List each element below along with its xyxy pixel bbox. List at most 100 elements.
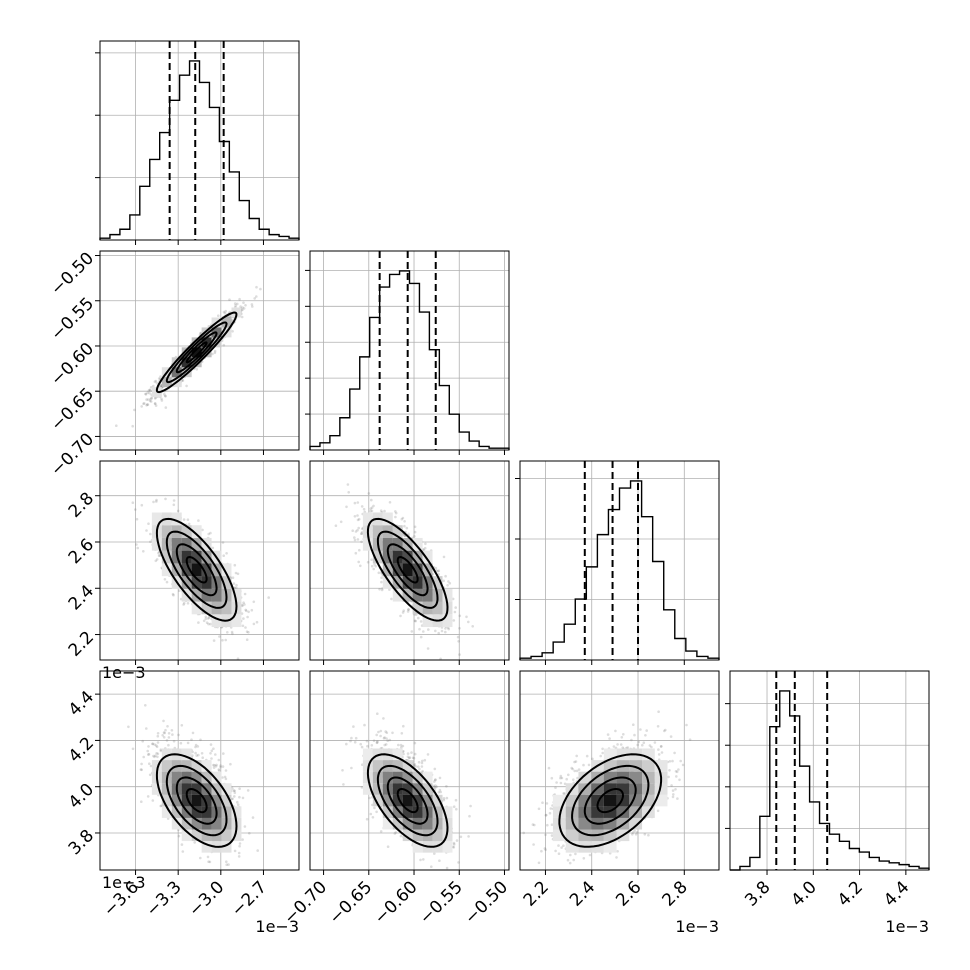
sample-point <box>447 580 450 583</box>
sample-point <box>358 548 361 552</box>
density-cell <box>191 525 202 538</box>
sample-point <box>160 397 163 401</box>
sample-point <box>156 732 160 735</box>
sample-point <box>209 622 212 626</box>
hist-panel-0 <box>95 40 300 245</box>
sample-point <box>241 838 244 841</box>
sample-point <box>413 619 417 623</box>
sample-point <box>401 611 405 614</box>
sample-point <box>157 554 161 557</box>
sample-point <box>241 604 244 608</box>
sample-point <box>141 739 144 743</box>
density-cell <box>211 614 222 628</box>
sample-point <box>453 610 457 614</box>
sample-point <box>166 817 170 820</box>
sample-point <box>413 535 416 538</box>
sample-point <box>236 302 239 306</box>
density-cell <box>181 550 192 564</box>
density-cell <box>442 588 453 602</box>
sample-point <box>422 548 426 551</box>
sample-point <box>149 398 152 401</box>
sample-point <box>360 532 364 535</box>
sample-point <box>134 508 137 511</box>
sample-point <box>356 518 360 522</box>
sample-point <box>205 621 209 624</box>
sample-point <box>155 744 158 747</box>
sample-point <box>152 384 155 388</box>
sample-point <box>422 630 425 633</box>
density-cell <box>402 563 413 577</box>
sample-point <box>149 540 152 544</box>
sample-point <box>222 752 225 755</box>
density-cell <box>181 576 192 589</box>
sample-point <box>434 629 437 633</box>
sample-point <box>370 498 373 502</box>
sample-point <box>207 325 211 328</box>
density-cell <box>161 550 172 564</box>
sample-point <box>423 546 427 550</box>
sample-point <box>372 504 375 508</box>
density-cell <box>211 588 222 602</box>
sample-point <box>380 580 383 584</box>
sample-point <box>149 532 152 536</box>
sample-point <box>407 608 410 611</box>
sample-point <box>191 750 194 754</box>
sample-point <box>218 635 221 638</box>
density-cell <box>442 614 453 628</box>
sample-point <box>370 564 374 568</box>
sample-point <box>354 530 358 533</box>
contour-3 <box>155 517 238 622</box>
scatter-content <box>334 483 475 660</box>
contour-1 <box>175 543 218 597</box>
sample-point <box>146 403 149 406</box>
sample-point <box>244 608 247 612</box>
sample-point <box>437 569 441 572</box>
scatter-content <box>115 285 262 428</box>
sample-point <box>186 741 190 745</box>
sample-point <box>250 303 254 306</box>
sample-point <box>209 752 212 755</box>
sample-point <box>176 509 180 513</box>
sample-point <box>149 386 153 389</box>
sample-point <box>135 517 139 521</box>
sample-point <box>243 592 247 596</box>
sample-point <box>403 520 406 523</box>
sample-point <box>222 343 226 347</box>
density-cell <box>402 550 413 564</box>
density-cell <box>181 563 192 577</box>
density-cell <box>201 576 212 589</box>
sample-point <box>426 647 430 650</box>
density-cell <box>422 614 433 628</box>
sample-point <box>167 743 170 747</box>
sample-point <box>402 609 406 612</box>
y-tick-label: 2.8 <box>65 489 98 522</box>
sample-point <box>419 635 423 639</box>
sample-point <box>353 538 357 542</box>
panel-frame <box>519 460 720 661</box>
sample-point <box>238 842 242 845</box>
panel-frame <box>99 460 300 661</box>
sample-point <box>345 505 348 509</box>
sample-point <box>253 297 256 300</box>
y-tick-label: 2.4 <box>65 581 98 614</box>
density-cell <box>231 588 242 602</box>
sample-point <box>334 524 338 527</box>
scatter-panel-2-1 <box>309 460 510 665</box>
sample-point <box>182 603 185 606</box>
sample-point <box>388 501 392 504</box>
sample-point <box>369 509 372 513</box>
sample-point <box>153 402 157 406</box>
sample-point <box>446 584 449 587</box>
sample-point <box>150 397 153 400</box>
sample-point <box>146 403 150 407</box>
sample-point <box>143 402 146 405</box>
sample-point <box>140 405 143 408</box>
sample-point <box>157 551 160 555</box>
sample-point <box>245 609 248 613</box>
sample-point <box>374 565 378 568</box>
sample-point <box>236 657 240 660</box>
sample-point <box>244 304 247 307</box>
sample-point <box>405 526 409 530</box>
sample-point <box>243 603 246 606</box>
sample-point <box>207 616 211 619</box>
